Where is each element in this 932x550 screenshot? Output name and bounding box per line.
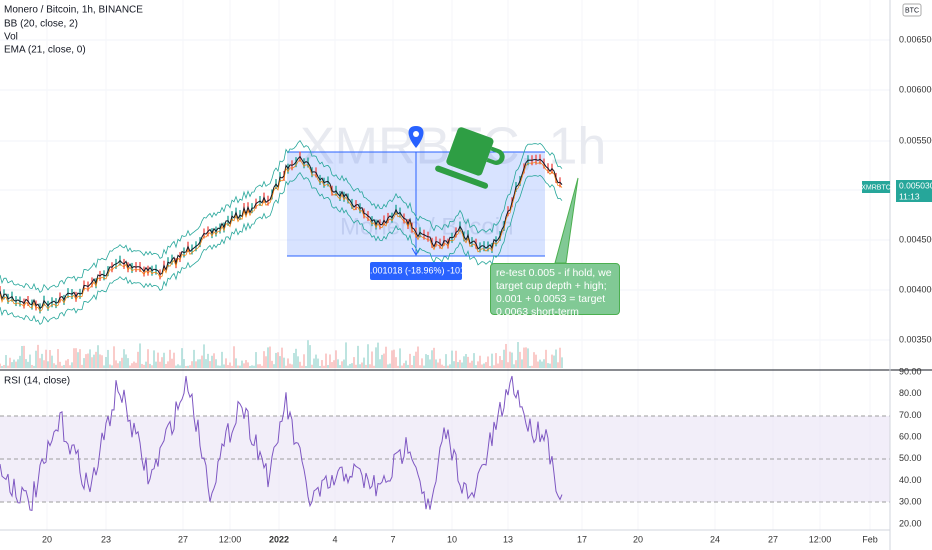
rsi-levels [0, 415, 890, 503]
time-axis-label: 12:00 [219, 534, 242, 544]
time-axis-label: 23 [101, 534, 111, 544]
time-axis-label: 20 [633, 534, 643, 544]
time-axis-label: 2022 [269, 534, 289, 544]
time-axis-label: 13 [503, 534, 513, 544]
time-axis-label: 20 [42, 534, 52, 544]
currency: BTC [905, 7, 919, 14]
line [0, 172, 563, 326]
rsi-axis-label: 70.00 [899, 410, 922, 420]
time-axis-label: 17 [577, 534, 587, 544]
indicator: Vol [4, 32, 18, 43]
tag-symbol: XMRBTC [861, 184, 891, 191]
time-axis-label: Feb [862, 534, 878, 544]
line [0, 375, 563, 511]
measure-label: -0.001018 (-18.96%) -1018 [362, 265, 470, 275]
time-axis-label: 4 [332, 534, 337, 544]
tag-symbol-bg [862, 181, 890, 193]
coffee-icon [435, 127, 505, 189]
rsi-axis-label: 90.00 [899, 366, 922, 376]
price-axis-label: 0.003500 [899, 334, 932, 344]
tag-price: 0.005030 [899, 180, 932, 190]
rsi-axis-label: 30.00 [899, 497, 922, 507]
line [0, 140, 563, 294]
currency-box [902, 3, 922, 17]
measure-label-bg [370, 262, 462, 280]
time-axis-label: 24 [710, 534, 720, 544]
time-axis-label: 27 [178, 534, 188, 544]
time-axis-label: 10 [447, 534, 457, 544]
time-axis-label: 12:00 [809, 534, 832, 544]
line [0, 155, 563, 310]
time-axis-label: 7 [390, 534, 395, 544]
pin-dot [413, 131, 419, 137]
rsi-label: RSI (14, close) [4, 376, 70, 387]
rsi-axis-label: 50.00 [899, 453, 922, 463]
rsi-axis-label: 60.00 [899, 431, 922, 441]
rsi-axis-label: 40.00 [899, 475, 922, 485]
note: re-test 0.005 - if hold, we target cup d… [490, 263, 620, 318]
indicator: BB (20, close, 2) [4, 19, 78, 30]
rsi-axis-label: 80.00 [899, 388, 922, 398]
line [0, 159, 563, 312]
plot [0, 140, 563, 511]
rsi-axis-label: 20.00 [899, 518, 922, 528]
time-axis-label: 27 [768, 534, 778, 544]
tag-countdown: 11:13 [899, 191, 920, 201]
tag-price-bg [896, 180, 932, 202]
symbol-title: Monero / Bitcoin, 1h, BINANCE [4, 5, 143, 16]
indicator: EMA (21, close, 0) [4, 45, 86, 56]
